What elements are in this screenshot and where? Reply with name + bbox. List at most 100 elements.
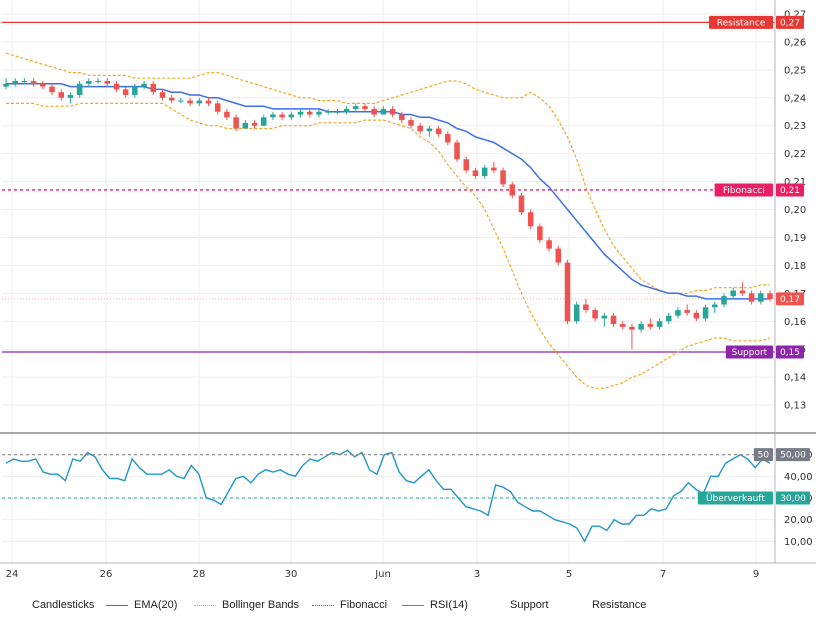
candle: [426, 125, 433, 137]
candle-body: [583, 304, 589, 311]
legend-item-support[interactable]: Support: [510, 599, 549, 611]
legend-item-fibonacci[interactable]: Fibonacci: [312, 599, 387, 611]
rsi-level-value-label: 50,00: [780, 451, 806, 461]
candle: [472, 167, 479, 179]
candle-body: [665, 315, 672, 322]
candle-body: [196, 100, 203, 104]
candle: [638, 321, 644, 333]
candle-body: [491, 167, 497, 171]
time-tick-label: 24: [6, 569, 19, 580]
candle-body: [362, 106, 368, 109]
candle: [518, 192, 525, 216]
candle-body: [251, 122, 258, 126]
candle: [21, 78, 28, 84]
candle-body: [601, 315, 608, 319]
bollinger-lower-line: [6, 102, 771, 389]
legend-label: Fibonacci: [340, 599, 388, 611]
candle-body: [748, 293, 755, 302]
candle-body: [288, 114, 295, 118]
price-chart[interactable]: 0,13 0,14 0,15 0,16 0,17 0,18 0,19 0,20 0,21 0,22…: [0, 0, 816, 590]
rsi-level-value-badge: [776, 491, 810, 505]
candle-body: [730, 290, 736, 297]
candle-body: [168, 97, 175, 101]
candle: [260, 114, 267, 126]
candle: [721, 293, 727, 308]
candle: [380, 106, 387, 115]
candle-body: [426, 128, 433, 132]
level-value-label: 0,15: [780, 348, 800, 358]
level-badge-label: Fibonacci: [723, 186, 765, 196]
price-tick-label: 0,23: [784, 121, 806, 132]
candle-body: [380, 108, 387, 115]
candle-body: [721, 296, 727, 305]
price-tick-label: 0,14: [784, 373, 806, 384]
legend-item-candlesticks[interactable]: Candlesticks: [32, 599, 94, 611]
candle: [141, 81, 147, 90]
candle: [739, 282, 746, 297]
price-tick-label: 0,26: [784, 37, 806, 48]
candle: [159, 89, 166, 101]
candle-body: [113, 83, 120, 90]
candle-body: [260, 117, 267, 126]
candle: [150, 81, 157, 95]
candle-body: [693, 312, 700, 319]
candle-body: [214, 103, 221, 112]
candle: [665, 312, 672, 325]
candle-body: [712, 304, 718, 308]
candle: [564, 259, 571, 325]
candle: [168, 94, 175, 104]
candle-body: [187, 100, 193, 104]
candle-body: [316, 111, 322, 115]
candle: [592, 307, 598, 322]
candle: [196, 97, 203, 107]
candle-body: [150, 83, 157, 93]
ema-line: [6, 83, 770, 300]
legend-item-rsi-14[interactable]: RSI(14): [402, 599, 468, 611]
time-tick-label: Jun: [374, 569, 391, 580]
candle: [629, 324, 635, 350]
candle-body: [537, 226, 543, 241]
candle: [767, 290, 773, 302]
candle: [684, 304, 690, 316]
candle-body: [500, 170, 506, 185]
candle: [3, 78, 9, 90]
candle-body: [527, 212, 534, 227]
candle-body: [684, 310, 690, 313]
legend-label: Bollinger Bands: [222, 599, 300, 611]
candle: [76, 81, 83, 98]
candle: [187, 97, 193, 107]
candle-body: [40, 83, 46, 87]
candle: [601, 312, 608, 327]
candle: [122, 86, 129, 98]
rsi-panel: [2, 449, 775, 543]
candle-body: [3, 83, 9, 87]
candle-body: [454, 142, 460, 160]
bollinger-upper-line: [5, 52, 770, 294]
legend-item-resistance[interactable]: Resistance: [592, 599, 646, 611]
candle-body: [159, 92, 166, 98]
candle: [297, 108, 304, 118]
candle-body: [481, 167, 488, 176]
candle: [399, 111, 405, 123]
candle: [537, 223, 543, 244]
candle-body: [224, 111, 230, 118]
candle-body: [297, 111, 304, 115]
candle-body: [67, 94, 74, 98]
time-tick-label: 28: [193, 569, 206, 580]
candle: [445, 131, 451, 146]
level-value-label: 0,21: [780, 186, 800, 196]
candle-body: [132, 86, 138, 95]
candle-body: [573, 304, 580, 322]
price-tick-label: 0,21: [784, 177, 806, 188]
legend-item-ema-20[interactable]: EMA(20): [106, 599, 177, 611]
candle: [758, 290, 764, 305]
candle: [242, 120, 249, 129]
level-value-badge: [776, 183, 804, 197]
candle-body: [472, 170, 479, 176]
candle-body: [371, 108, 377, 115]
level-badge-support: [725, 345, 773, 359]
candle-body: [270, 114, 276, 118]
price-levels: [2, 21, 775, 353]
candle-body: [242, 122, 249, 129]
legend-item-bollinger-bands[interactable]: Bollinger Bands: [194, 599, 299, 611]
